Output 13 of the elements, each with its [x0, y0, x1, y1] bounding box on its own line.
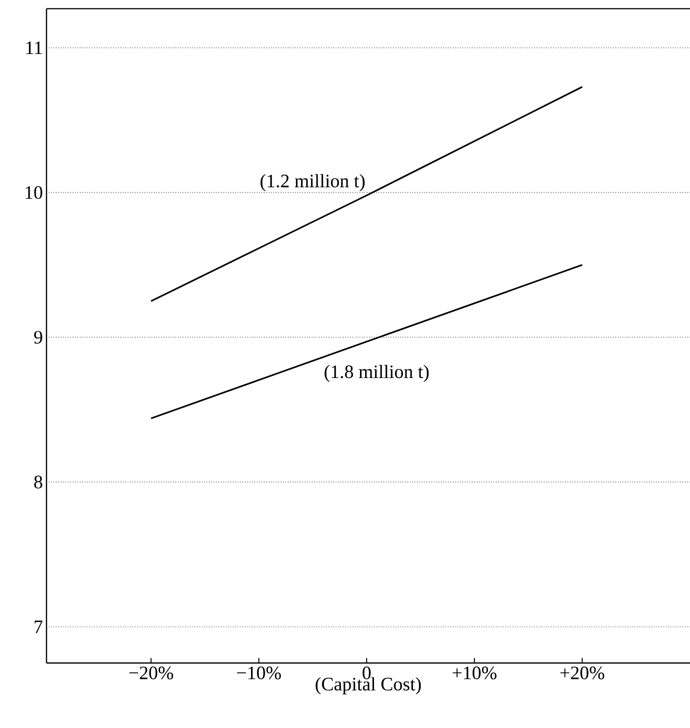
- y-tick-label: 11: [26, 42, 42, 54]
- y-tick-label: 9: [34, 330, 42, 344]
- x-tick-label: −20%: [129, 666, 174, 680]
- y-tick-label: 8: [34, 476, 42, 488]
- x-tick-label: −10%: [237, 666, 281, 680]
- x-axis-title: (Capital Cost): [316, 677, 421, 694]
- x-tick-label: +20%: [560, 666, 604, 680]
- y-tick-label: 10: [26, 186, 42, 199]
- x-tick-label: 0: [362, 666, 371, 680]
- series-label: (1.8 million t): [324, 364, 429, 382]
- y-tick-label: 7: [34, 620, 42, 634]
- series-label: (1.2 million t): [260, 174, 365, 192]
- x-tick-label: +10%: [452, 666, 496, 680]
